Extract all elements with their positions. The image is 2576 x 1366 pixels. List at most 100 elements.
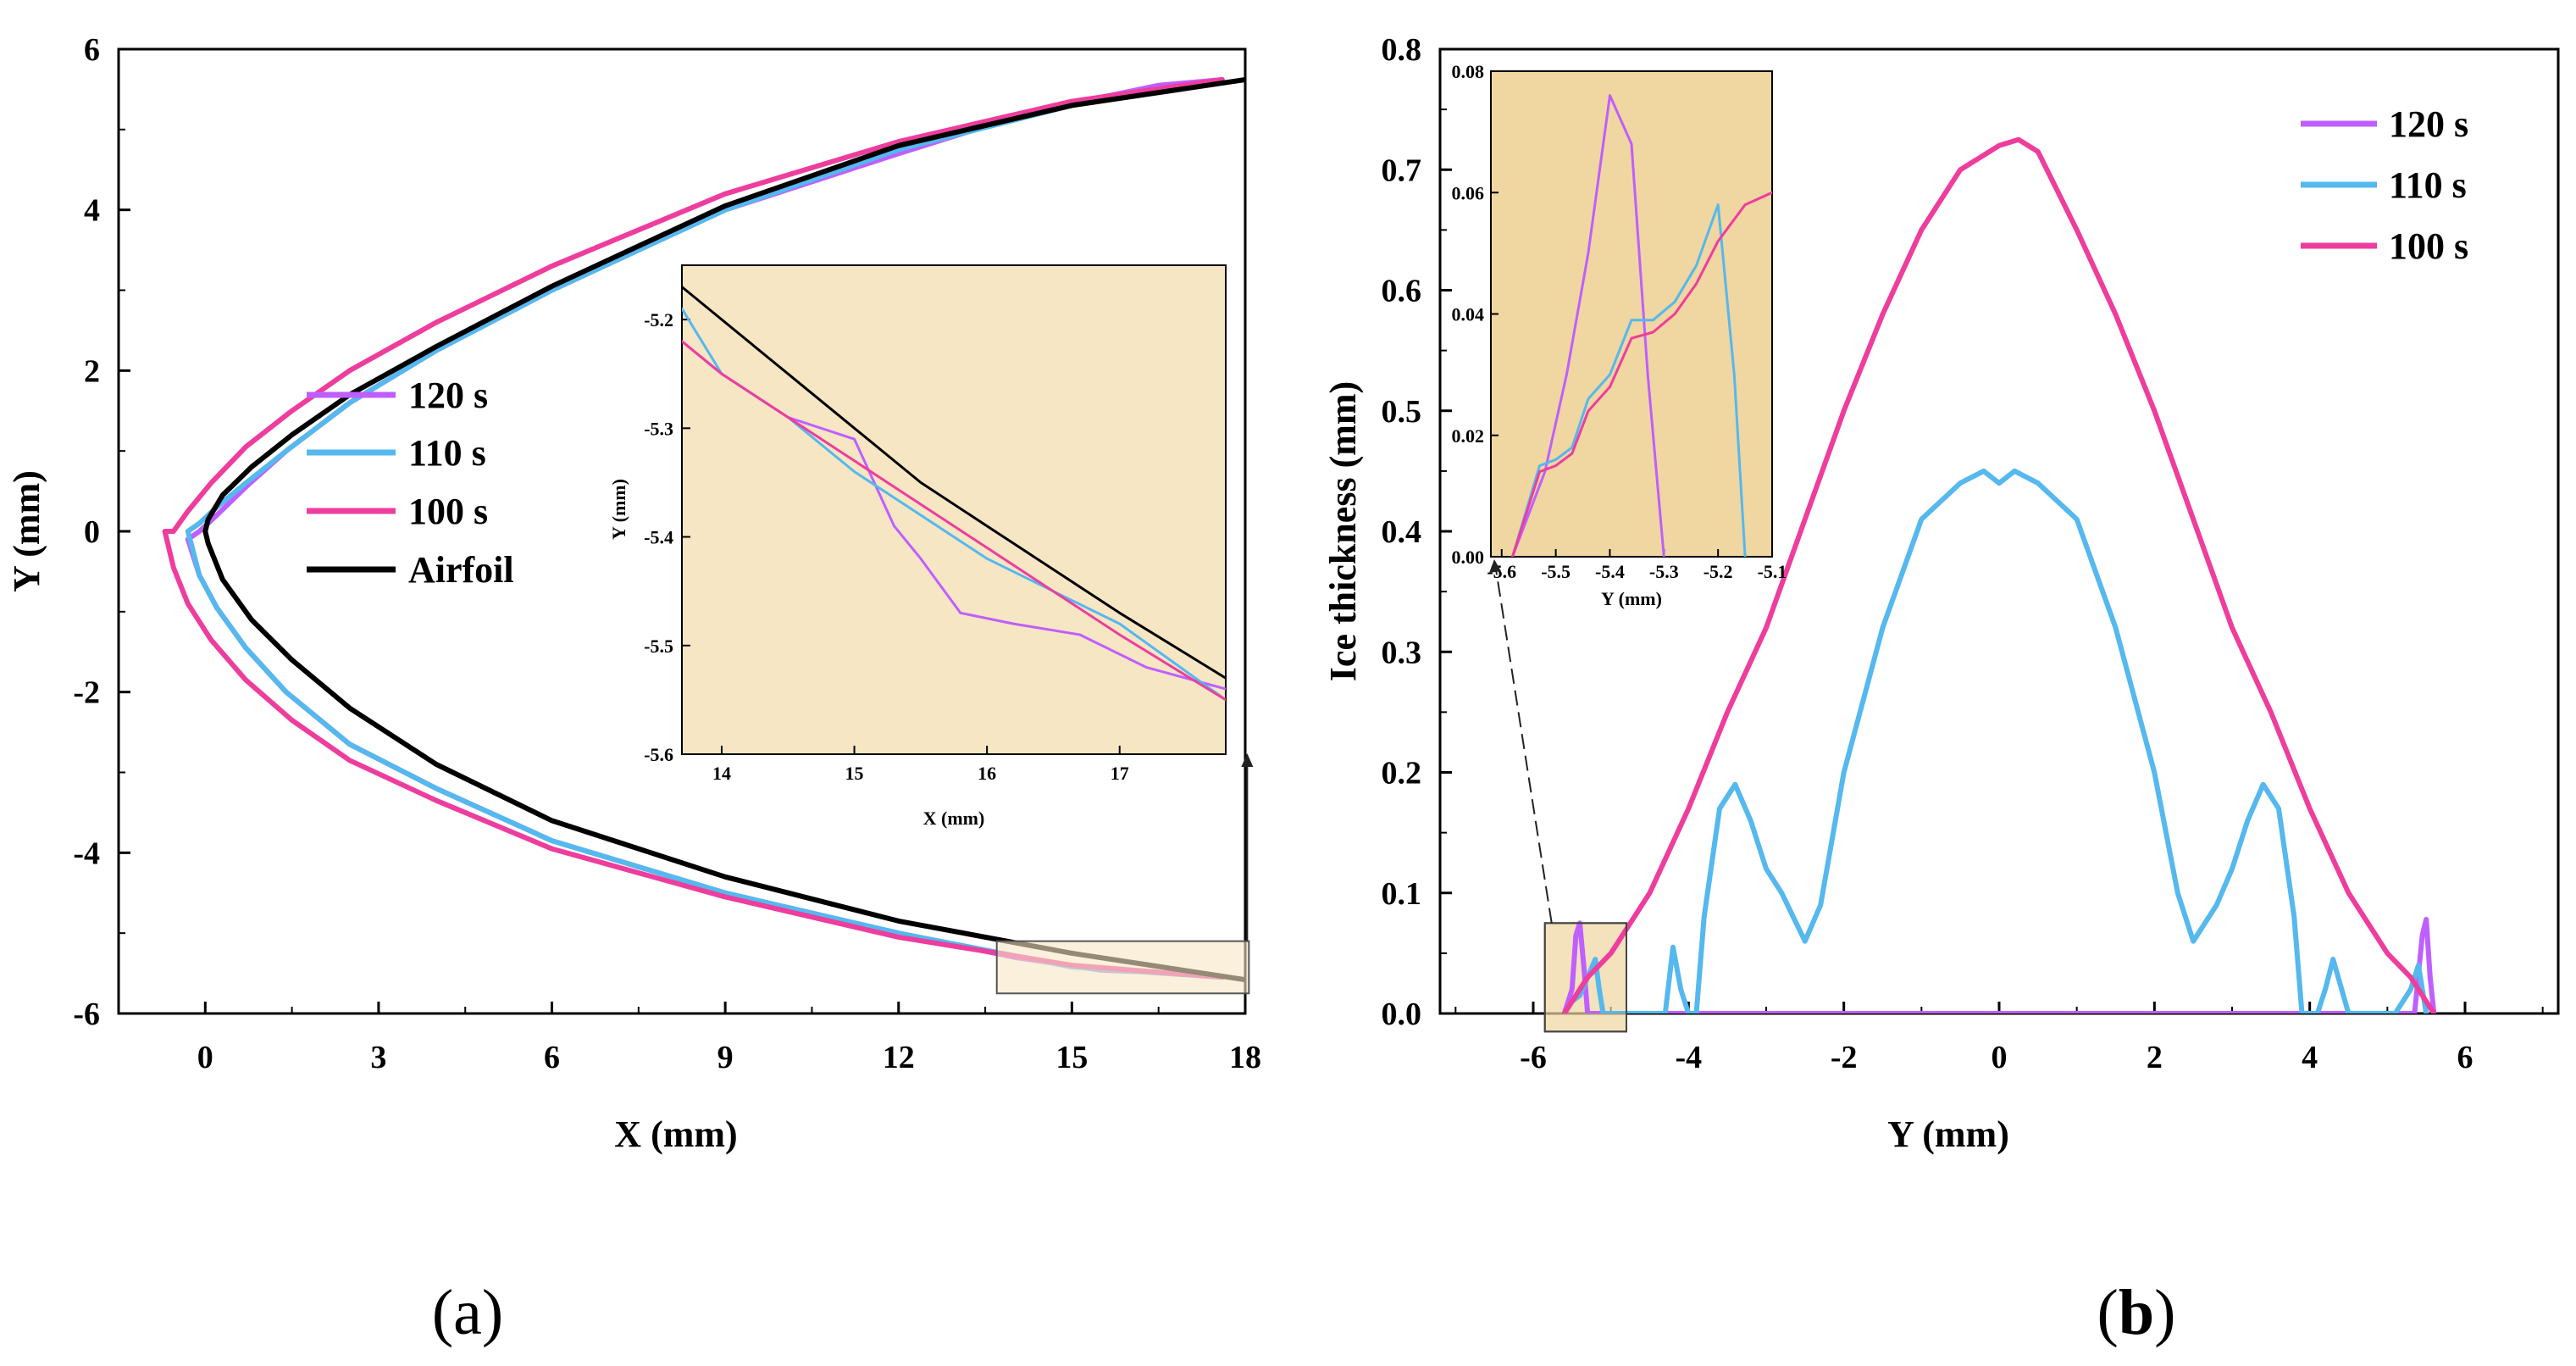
chart-a-xtick-label: 18: [1229, 1040, 1261, 1075]
chart-b-inset-ytick-label: 0.06: [1452, 182, 1485, 203]
chart-a-inset-ytick-label: -5.2: [644, 309, 673, 330]
chart-b-xtick-label: -2: [1831, 1040, 1858, 1075]
chart-b-zoom-arrow: [1495, 569, 1553, 924]
chart-a-inset-ytick-label: -5.5: [644, 636, 673, 657]
chart-b-ytick-label: 0.3: [1382, 635, 1422, 670]
chart-b-xtick-label: -6: [1520, 1040, 1547, 1075]
chart-a-inset-series-100s: [682, 340, 1226, 702]
legend-b-label-100: 100 s: [2389, 225, 2468, 267]
chart-b-inset-series-110s: [1511, 203, 1747, 557]
chart-a-xtick-label: 9: [717, 1040, 734, 1075]
chart-b-xtick-label: 4: [2302, 1040, 2318, 1075]
chart-a-xtick-label: 6: [544, 1040, 560, 1075]
chart-b-inset-xlabel: Y (mm): [1601, 588, 1662, 609]
chart-a-inset-xlabel: X (mm): [923, 808, 985, 829]
chart-a-inset-ytick-label: -5.3: [644, 418, 673, 439]
chart-a-ytick-label: -2: [73, 675, 100, 711]
chart-a-inset-series-airfoil: [682, 286, 1226, 680]
chart-b-inset-xtick-label: -5.4: [1595, 561, 1625, 582]
chart-a-zoom-arrowhead: [1241, 753, 1254, 767]
panel-label-a: (a): [432, 1277, 503, 1348]
legend-b-label-110: 110 s: [2389, 164, 2467, 206]
chart-a-xtick-label: 3: [370, 1040, 386, 1075]
chart-b-inset-series-120s: [1511, 94, 1665, 557]
legend-a-label-110: 110 s: [408, 432, 486, 474]
chart-a-ytick-label: -6: [73, 997, 100, 1032]
chart-b-xtick-label: -4: [1676, 1040, 1703, 1075]
chart-a: 0 3 6 9 12 15 18 -6 -4 -2 0 2 4 6 14 15 16 17 -5.2 -5.3 -5.…: [6, 32, 1261, 1348]
chart-b-inset-axes: -5.6 -5.5 -5.4 -5.3 -5.2 -5.10.000.020.040.06…: [1452, 61, 1787, 582]
chart-b-ytick-label: 0.5: [1382, 394, 1422, 430]
chart-b-zoom-arrowhead: [1489, 559, 1501, 573]
chart-b-ytick-label: 0.4: [1382, 514, 1422, 550]
legend-a-label-100: 100 s: [408, 491, 488, 532]
chart-a-inset-ytick-label: -5.6: [644, 744, 673, 765]
chart-a-series-airfoil: [202, 77, 1245, 983]
chart-a-series: [162, 77, 1245, 983]
legend-a-label-airfoil: Airfoil: [408, 549, 514, 591]
chart-b-series-110s: [1561, 468, 2429, 1013]
panel-label-b-open: (: [2097, 1277, 2119, 1348]
chart-a-xtick-label: 0: [197, 1040, 213, 1075]
chart-b-xlabel: Y (mm): [1887, 1113, 2009, 1155]
chart-b-legend: 120 s 110 s 100 s: [2301, 103, 2468, 267]
chart-a-xlabel: X (mm): [614, 1113, 737, 1155]
chart-a-inset-ytick-label: -5.4: [644, 527, 673, 548]
chart-b-series-100s: [1561, 136, 2437, 1013]
legend-a-label-120: 120 s: [408, 375, 488, 416]
chart-a-ylabel: Y (mm): [6, 470, 47, 592]
chart-a-inset-xtick-label: 14: [712, 763, 731, 784]
chart-b-ylabel: Ice thickness (mm): [1322, 381, 1364, 681]
chart-a-inset-xtick-label: 16: [978, 763, 996, 784]
panel-label-b-letter: b: [2119, 1277, 2154, 1348]
chart-b-series-120s: [1561, 917, 2437, 1013]
chart-a-inset-series: [682, 286, 1226, 702]
chart-a-ytick-label: -4: [73, 836, 100, 871]
chart-a-axes: 0 3 6 9 12 15 18 -6 -4 -2 0 2 4 6: [73, 32, 1261, 1075]
panel-label-b: (b): [2097, 1277, 2176, 1348]
chart-a-ytick-label: 6: [84, 32, 100, 68]
chart-b-ytick-label: 0.2: [1382, 756, 1422, 791]
chart-a-inset-axes: 14 15 16 17 -5.2 -5.3 -5.4 -5.5 -5.6: [644, 309, 1129, 784]
chart-b-inset-xtick-label: -5.1: [1758, 561, 1787, 582]
chart-b-inset-xtick-label: -5.2: [1703, 561, 1733, 582]
chart-b-ytick-label: 0.7: [1382, 153, 1422, 188]
panel-label-b-close: ): [2154, 1277, 2175, 1348]
chart-b-xtick-label: 6: [2457, 1040, 2474, 1075]
chart-a-series-100s: [162, 77, 1225, 980]
chart-b-inset-ytick-label: 0.02: [1452, 425, 1485, 447]
chart-b: -6 -4 -2 0 2 4 6 0.0 0.1 0.2 0.3 0.4 0.5 0.6 0.7 0.8 -5…: [1322, 32, 2560, 1348]
chart-a-zoom-region: [995, 940, 1250, 995]
chart-a-xtick-label: 12: [883, 1040, 915, 1075]
chart-b-inset-ytick-label: 0.04: [1452, 304, 1485, 325]
chart-b-inset: -5.6 -5.5 -5.4 -5.3 -5.2 -5.10.000.020.040.06…: [1452, 61, 1787, 609]
chart-a-ytick-label: 0: [84, 514, 100, 550]
chart-a-ytick-label: 2: [84, 353, 100, 389]
chart-a-legend: 120 s 110 s 100 s Airfoil: [307, 375, 514, 591]
chart-a-xtick-label: 15: [1055, 1040, 1088, 1075]
chart-b-xtick-label: 0: [1992, 1040, 2008, 1075]
chart-a-inset-xtick-label: 17: [1111, 763, 1129, 784]
chart-b-inset-series-100s: [1511, 191, 1772, 557]
chart-a-inset-bg: [681, 264, 1227, 755]
chart-b-inset-ytick-label: 0.08: [1452, 61, 1485, 82]
chart-b-ytick-label: 0.0: [1382, 997, 1422, 1032]
chart-b-zoom-region-outline: [1543, 922, 1627, 1033]
chart-b-ytick-label: 0.6: [1382, 274, 1422, 309]
chart-b-ytick-label: 0.8: [1382, 32, 1422, 68]
chart-a-inset: 14 15 16 17 -5.2 -5.3 -5.4 -5.5 -5.6 X (mm) Y (m…: [608, 264, 1227, 829]
legend-b-label-120: 120 s: [2389, 103, 2468, 145]
chart-b-series: [1561, 136, 2437, 1013]
chart-b-inset-ytick-label: 0.00: [1452, 547, 1485, 568]
chart-b-inset-xtick-label: -5.5: [1541, 561, 1571, 582]
chart-b-inset-series: [1511, 94, 1772, 557]
chart-b-xtick-label: 2: [2147, 1040, 2163, 1075]
chart-b-inset-xtick-label: -5.3: [1649, 561, 1679, 582]
chart-a-ytick-label: 4: [84, 193, 100, 229]
chart-a-series-110s: [185, 77, 1225, 980]
chart-b-ytick-label: 0.1: [1382, 876, 1422, 912]
chart-a-inset-ylabel: Y (mm): [608, 479, 629, 540]
chart-a-inset-xtick-label: 15: [845, 763, 864, 784]
chart-b-axes: -6 -4 -2 0 2 4 6 0.0 0.1 0.2 0.3 0.4 0.5 0.6 0.7 0.8: [1382, 32, 2544, 1075]
